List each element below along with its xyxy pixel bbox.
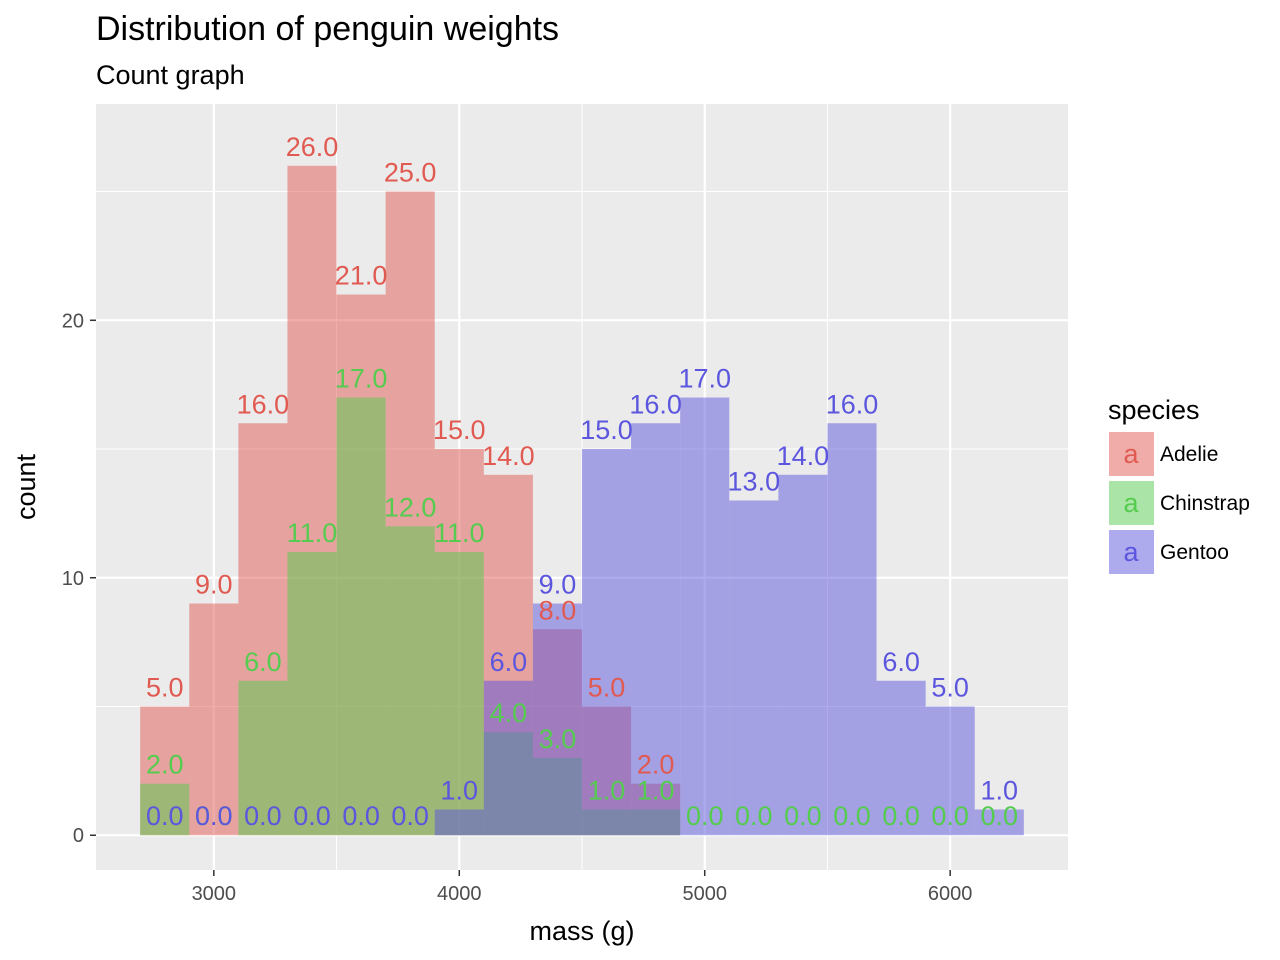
bar-label-chinstrap: 4.0 [490,698,528,728]
bar-label-adelie: 25.0 [384,158,437,188]
bar-label-chinstrap: 0.0 [686,801,724,831]
bar-gentoo [532,603,582,836]
bar-label-gentoo: 6.0 [882,647,920,677]
chart-subtitle: Count graph [96,60,245,90]
bar-gentoo [925,706,975,836]
bar-label-gentoo: 16.0 [629,389,682,419]
bar-gentoo [582,449,632,836]
bar-adelie [189,603,239,836]
bar-label-adelie: 5.0 [146,673,184,703]
chart-title: Distribution of penguin weights [96,10,559,48]
legend-key-glyph-chinstrap: a [1123,488,1139,518]
bar-labels: 5.09.016.026.021.025.015.014.08.05.02.02… [146,132,1018,831]
bar-label-adelie: 2.0 [637,750,675,780]
y-axis-title: count [11,453,41,520]
bar-label-chinstrap: 6.0 [244,647,282,677]
bar-gentoo [827,423,877,836]
bar-label-gentoo: 1.0 [440,775,478,805]
bar-label-chinstrap: 1.0 [588,775,626,805]
histogram-bars [140,165,1024,836]
bar-gentoo [434,809,484,836]
bar-label-adelie: 16.0 [237,389,290,419]
legend-key-glyph-adelie: a [1123,439,1139,469]
x-tick-label: 5000 [682,883,727,905]
bar-label-chinstrap: 0.0 [833,801,871,831]
legend-label-chinstrap: Chinstrap [1160,492,1250,515]
y-tick-label: 20 [62,310,84,332]
bar-label-chinstrap: 12.0 [384,492,437,522]
bar-label-chinstrap: 0.0 [784,801,822,831]
bar-label-chinstrap: 0.0 [931,801,969,831]
bar-label-adelie: 26.0 [286,132,339,162]
bar-gentoo [729,500,779,836]
bar-gentoo [778,474,828,836]
bar-gentoo [680,397,730,836]
bar-label-chinstrap: 17.0 [335,364,388,394]
bar-label-chinstrap: 11.0 [287,518,338,548]
bar-label-chinstrap: 11.0 [434,518,485,548]
bar-gentoo [483,680,533,836]
bar-chinstrap [434,552,484,836]
bar-label-gentoo: 0.0 [342,801,380,831]
bar-label-chinstrap: 2.0 [146,750,184,780]
x-tick-label: 6000 [928,883,973,905]
legend-key-chinstrap [1109,481,1154,525]
bar-label-adelie: 14.0 [482,441,535,471]
legend-key-adelie [1109,432,1154,476]
bar-label-gentoo: 0.0 [244,801,282,831]
bar-label-gentoo: 13.0 [728,467,781,497]
bar-label-chinstrap: 0.0 [882,801,920,831]
bar-label-chinstrap: 1.0 [637,775,675,805]
bar-chinstrap [238,680,288,836]
bar-label-gentoo: 14.0 [777,441,830,471]
legend-key-glyph-gentoo: a [1123,537,1139,567]
bar-label-chinstrap: 0.0 [735,801,773,831]
bar-chinstrap [287,552,337,836]
bar-label-adelie: 5.0 [588,673,626,703]
bar-label-adelie: 8.0 [539,595,577,625]
bar-gentoo [974,809,1024,836]
bar-chinstrap [140,783,190,836]
bar-chinstrap [385,526,435,836]
y-tick-label: 0 [73,825,84,847]
bar-label-chinstrap: 0.0 [195,801,233,831]
bar-label-gentoo: 6.0 [490,647,528,677]
bar-label-gentoo: 15.0 [580,415,633,445]
x-tick-label: 4000 [437,883,482,905]
bar-label-gentoo: 0.0 [293,801,331,831]
bar-label-adelie: 15.0 [433,415,486,445]
x-axis: 3000 4000 5000 6000 [192,870,973,905]
legend-title: species [1108,395,1200,425]
bar-label-gentoo: 17.0 [678,364,731,394]
y-axis: 0 10 20 [62,310,96,847]
bar-label-gentoo: 16.0 [826,389,879,419]
bar-label-chinstrap: 3.0 [539,724,577,754]
x-tick-label: 3000 [192,883,237,905]
bar-label-chinstrap: 0.0 [980,801,1018,831]
legend-label-adelie: Adelie [1160,443,1218,466]
bar-chinstrap [336,397,386,836]
bar-label-gentoo: 0.0 [146,801,184,831]
bar-label-gentoo: 0.0 [195,801,233,831]
bar-label-gentoo: 9.0 [539,570,577,600]
bar-label-adelie: 9.0 [195,570,233,600]
bar-label-gentoo: 1.0 [980,775,1018,805]
y-tick-label: 10 [62,568,84,590]
bar-label-gentoo: 0.0 [391,801,429,831]
legend-key-gentoo [1109,530,1154,574]
x-axis-title: mass (g) [529,916,634,946]
bar-label-gentoo: 5.0 [931,673,969,703]
legend-label-gentoo: Gentoo [1160,541,1229,564]
bar-label-adelie: 21.0 [335,261,388,291]
bar-gentoo [876,680,926,836]
bar-gentoo [631,423,681,836]
